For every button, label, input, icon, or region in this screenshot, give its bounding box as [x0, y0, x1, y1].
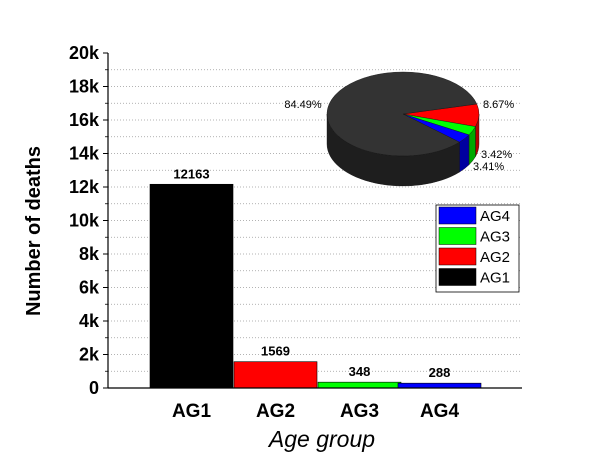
legend-swatch	[438, 227, 477, 245]
y-tick-label: 4k	[79, 311, 100, 331]
legend-label: AG1	[480, 270, 510, 287]
y-tick-label: 16k	[69, 110, 100, 130]
y-tick-label: 10k	[69, 211, 100, 231]
legend-swatch	[438, 268, 477, 286]
pie-label: 8.67%	[483, 99, 514, 111]
x-tick-label: AG3	[340, 401, 379, 422]
x-tick-label: AG2	[256, 401, 295, 422]
axis-layer: AG1 AG2 AG3 AG4 0 2k 4k 6k 8k 10k 12k 14k 16k 18k 20k	[69, 43, 522, 422]
pie-label: 3.42%	[481, 149, 512, 161]
y-tick-label: 20k	[69, 43, 100, 63]
pie-slice-ag1	[326, 71, 478, 157]
legend-label: AG4	[480, 208, 510, 225]
pie-chart: 84.49% 8.67% 3.42%3.41%	[284, 71, 514, 187]
legend-swatch	[438, 247, 477, 266]
data-label: 1569	[261, 344, 290, 359]
bar-ag4	[397, 382, 482, 389]
legend: AG4 AG3 AG2 AG1	[435, 204, 520, 293]
legend-label: AG3	[480, 229, 510, 246]
y-tick-label: 12k	[69, 177, 100, 197]
pie-label: 84.49%	[284, 99, 322, 111]
bar-ag3	[317, 381, 402, 389]
y-tick-label: 14k	[69, 144, 100, 164]
y-tick-label: 18k	[69, 77, 100, 97]
y-tick-label: 6k	[79, 278, 100, 298]
x-axis-title: Age group	[267, 426, 375, 452]
data-label: 348	[349, 364, 371, 379]
y-tick-label: 0	[89, 378, 99, 398]
y-axis-title: Number of deaths	[23, 146, 45, 316]
legend-label: AG2	[480, 249, 510, 266]
y-tick-label: 2k	[79, 345, 100, 365]
legend-swatch	[438, 206, 477, 225]
pie-label: 3.41%	[473, 161, 504, 173]
x-tick-label: AG1	[172, 401, 212, 422]
data-label: 12163	[173, 166, 209, 181]
bar-layer: 12163 1569 348 288	[149, 166, 482, 389]
data-label: 288	[429, 365, 451, 380]
bar-ag1	[149, 183, 234, 389]
x-tick-label: AG4	[420, 401, 460, 422]
bar-ag2	[233, 361, 318, 389]
y-tick-label: 8k	[79, 244, 100, 264]
